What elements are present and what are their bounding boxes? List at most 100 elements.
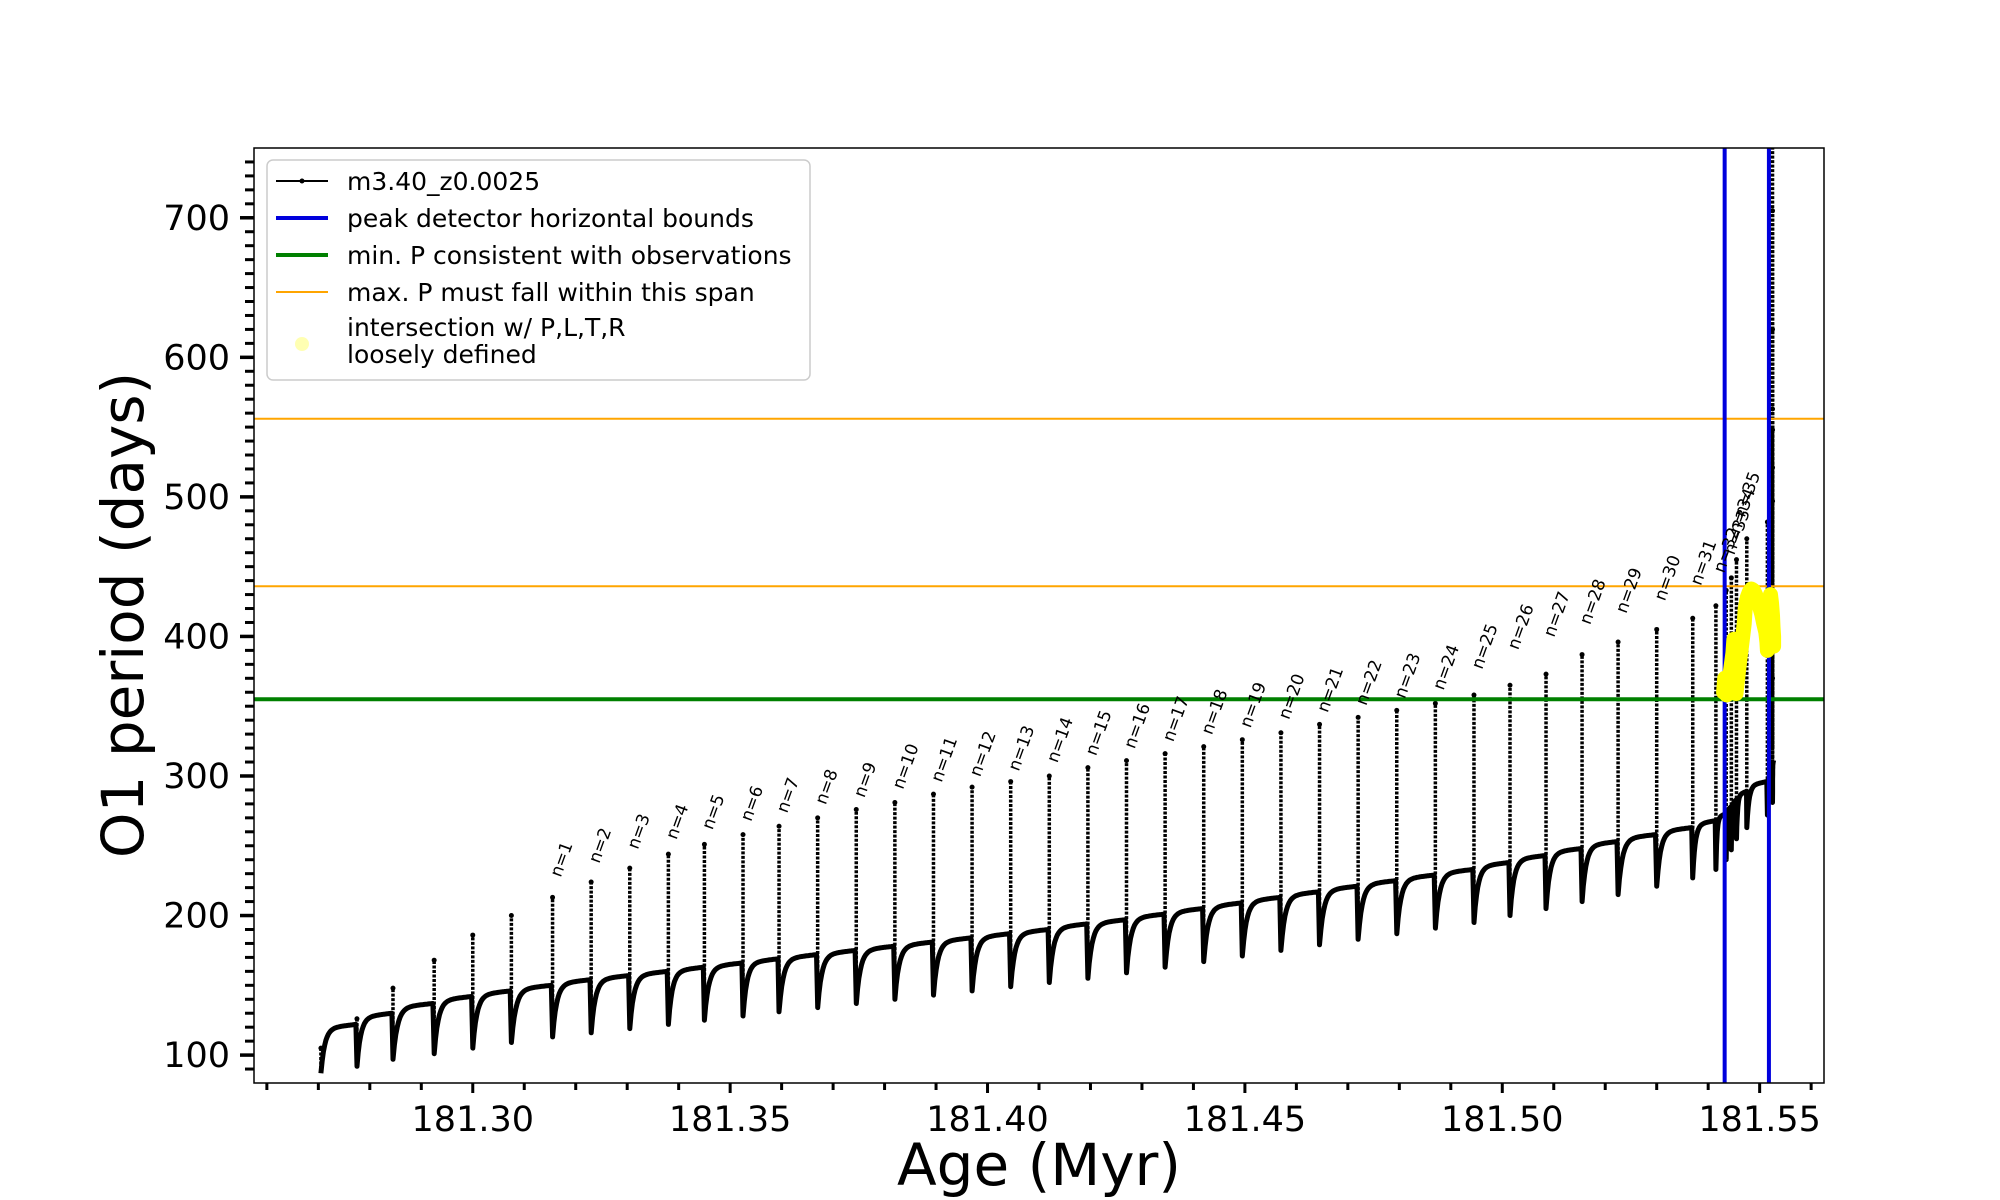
pulse-label-6: n=6 xyxy=(737,783,768,824)
pulse-peak-point-26 xyxy=(1278,730,1284,736)
legend-label-intersection-line-2: loosely defined xyxy=(347,340,537,369)
x-tick-label-181.30: 181.30 xyxy=(412,1100,534,1140)
pulse-label-15: n=15 xyxy=(1082,708,1117,759)
pulse-peak-point-8 xyxy=(588,879,594,885)
pulse-peak-point-6 xyxy=(508,913,514,919)
pulse-peak-point-3 xyxy=(390,985,396,991)
pulse-label-11: n=11 xyxy=(927,734,962,785)
intersection-point-9 xyxy=(1728,686,1743,701)
pulse-peak-point-24 xyxy=(1201,744,1207,750)
intersection-point-34 xyxy=(1766,629,1781,644)
pulse-label-17: n=17 xyxy=(1159,694,1194,745)
pulse-label-7: n=7 xyxy=(773,775,804,816)
pulse-peak-point-23 xyxy=(1162,751,1168,757)
pulse-peak-point-19 xyxy=(1008,779,1014,785)
pulse-peak-point-32 xyxy=(1507,682,1513,688)
y-axis-title: O1 period (days) xyxy=(89,372,157,858)
pulse-peak-point-27 xyxy=(1317,721,1323,727)
legend-label-max-period: max. P must fall within this span xyxy=(347,278,755,307)
pulse-label-16: n=16 xyxy=(1120,701,1155,752)
legend-label-min-period: min. P consistent with observations xyxy=(347,241,792,270)
pulse-peak-point-35 xyxy=(1615,639,1621,645)
pulse-label-24: n=24 xyxy=(1429,642,1464,693)
x-tick-label-181.50: 181.50 xyxy=(1441,1100,1563,1140)
pulse-label-18: n=18 xyxy=(1198,687,1233,738)
y-tick-label-700: 700 xyxy=(163,199,230,239)
pulse-peak-point-41 xyxy=(1733,557,1739,563)
legend-box xyxy=(266,159,811,381)
pulse-peak-point-13 xyxy=(776,823,782,829)
legend-label-intersection-line-1: intersection w/ P,L,T,R xyxy=(347,313,626,342)
pulse-peak-point-18 xyxy=(969,784,975,790)
intersection-point-11 xyxy=(1733,650,1748,665)
pulse-peak-point-16 xyxy=(892,800,898,805)
intersection-point-14 xyxy=(1738,601,1753,616)
pulse-peak-point-42 xyxy=(1744,536,1750,542)
pulse-peak-point-11 xyxy=(701,841,707,847)
pulse-peak-point-2 xyxy=(354,1016,360,1022)
x-tick-label-181.55: 181.55 xyxy=(1698,1100,1820,1140)
intersection-point-10 xyxy=(1731,668,1746,683)
pulse-peak-point-22 xyxy=(1124,758,1130,764)
pulse-label-1: n=1 xyxy=(547,839,578,880)
pulse-peak-point-15 xyxy=(853,806,859,812)
pulse-peak-point-37 xyxy=(1690,615,1696,621)
pulse-peak-point-29 xyxy=(1394,707,1400,713)
pulse-peak-point-38 xyxy=(1713,603,1719,609)
pulse-peak-point-20 xyxy=(1046,773,1052,779)
pulse-peak-point-21 xyxy=(1085,765,1091,771)
pulse-peak-point-40 xyxy=(1728,575,1734,581)
axes: 181.30 181.35 181.40 181.45 181.50 181.55 100 2… xyxy=(163,160,1821,1140)
intersection-point-12 xyxy=(1735,633,1750,648)
pulse-peak-point-5 xyxy=(470,932,476,938)
pulse-label-25: n=25 xyxy=(1468,621,1503,672)
pulse-label-26: n=26 xyxy=(1504,602,1539,653)
pulse-peak-point-10 xyxy=(665,851,671,857)
intersection-point-32 xyxy=(1765,608,1780,623)
pulse-peak-point-7 xyxy=(550,894,556,900)
pulse-peak-point-52 xyxy=(1770,675,1776,681)
pulse-label-21: n=21 xyxy=(1313,664,1348,715)
y-tick-label-300: 300 xyxy=(163,757,230,797)
pulse-label-2: n=2 xyxy=(585,825,616,866)
pulse-peak-point-14 xyxy=(815,815,821,821)
series-line-recovery xyxy=(318,758,1776,1074)
pulse-label-14: n=14 xyxy=(1043,715,1078,766)
pulse-label-30: n=30 xyxy=(1651,553,1686,604)
pulse-label-5: n=5 xyxy=(698,792,729,833)
pulse-peak-point-28 xyxy=(1355,714,1361,720)
y-tick-label-600: 600 xyxy=(163,338,230,378)
pulse-label-8: n=8 xyxy=(812,767,843,808)
pulse-peak-point-25 xyxy=(1239,737,1245,743)
pulse-peak-point-4 xyxy=(431,957,437,963)
pulse-peak-point-17 xyxy=(930,791,936,797)
pulse-peak-point-9 xyxy=(627,865,633,871)
y-tick-label-400: 400 xyxy=(163,617,230,657)
intersection-point-35 xyxy=(1766,639,1781,654)
pulse-peak-point-1 xyxy=(318,1045,324,1051)
pulse-label-27: n=27 xyxy=(1540,589,1575,640)
x-tick-label-181.35: 181.35 xyxy=(669,1100,791,1140)
pulse-label-29: n=29 xyxy=(1612,565,1647,616)
pulse-peak-point-30 xyxy=(1432,700,1438,706)
pulse-peak-point-33 xyxy=(1543,671,1549,677)
pulse-label-9: n=9 xyxy=(850,760,881,801)
y-tick-label-100: 100 xyxy=(163,1036,230,1076)
pulse-label-13: n=13 xyxy=(1005,723,1040,774)
pulse-label-19: n=19 xyxy=(1236,680,1271,731)
pulse-peak-point-34 xyxy=(1579,652,1585,658)
legend-marker-point-series xyxy=(299,178,305,184)
legend-marker-intersection xyxy=(295,337,309,351)
pulse-label-20: n=20 xyxy=(1275,671,1310,722)
pulse-label-3: n=3 xyxy=(624,811,655,852)
intersection-point-31 xyxy=(1764,595,1779,610)
pulse-peak-point-51 xyxy=(1770,132,1775,137)
pulse-label-23: n=23 xyxy=(1391,650,1426,701)
pulse-label-35: n=35 xyxy=(1730,469,1765,520)
pulse-peak-point-31 xyxy=(1471,692,1477,698)
legend-label-series: m3.40_z0.0025 xyxy=(347,167,540,196)
x-axis-title: Age (Myr) xyxy=(897,1131,1181,1199)
pulse-peak-point-36 xyxy=(1654,626,1660,632)
